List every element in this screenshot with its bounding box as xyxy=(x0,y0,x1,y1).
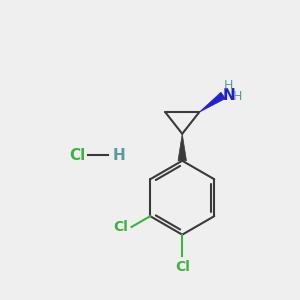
Text: H: H xyxy=(224,79,233,92)
Polygon shape xyxy=(199,92,225,112)
Polygon shape xyxy=(178,134,187,161)
Text: Cl: Cl xyxy=(70,148,86,163)
Text: H: H xyxy=(233,91,242,103)
Text: N: N xyxy=(222,88,235,103)
Text: H: H xyxy=(112,148,125,163)
Text: Cl: Cl xyxy=(114,220,128,234)
Text: Cl: Cl xyxy=(175,260,190,274)
